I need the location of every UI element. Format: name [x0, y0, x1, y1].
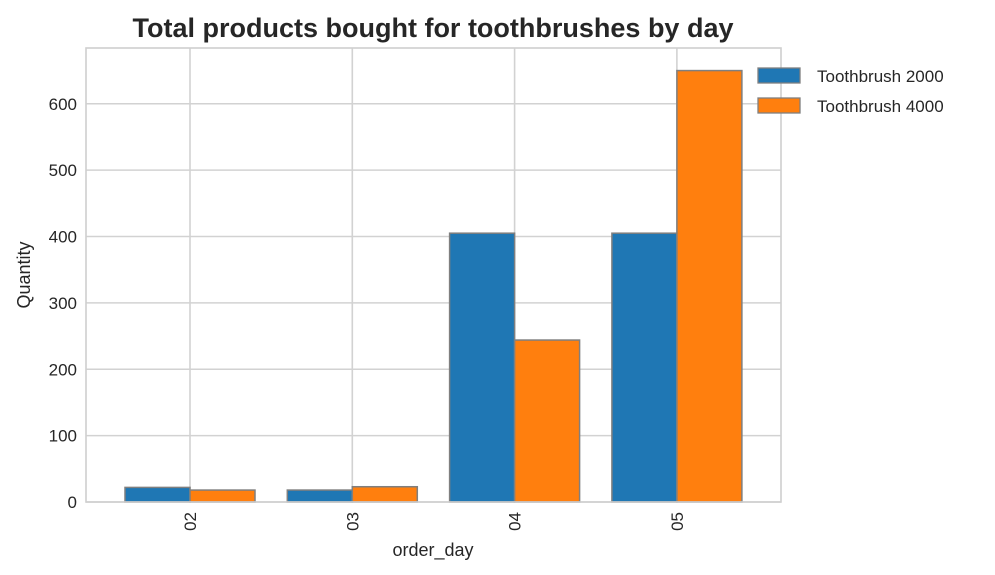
bar-toothbrush-2000-05	[611, 232, 678, 503]
x-tick-label: 04	[506, 512, 525, 531]
x-tick-label: 02	[181, 512, 200, 531]
y-tick-label: 600	[49, 95, 77, 114]
bar-toothbrush-2000-04	[448, 232, 516, 503]
legend-swatch	[757, 97, 801, 114]
legend: Toothbrush 2000 Toothbrush 4000	[757, 67, 944, 116]
x-tick-label: 03	[343, 512, 362, 531]
bar-toothbrush-4000-03	[351, 485, 419, 503]
bar-toothbrush-2000-02	[124, 486, 191, 503]
y-tick-label: 100	[49, 427, 77, 446]
y-axis-label: Quantity	[14, 241, 34, 308]
legend-label: Toothbrush 4000	[817, 97, 944, 116]
x-tick-label: 05	[668, 512, 687, 531]
x-axis-label: order_day	[392, 540, 473, 561]
bar-toothbrush-2000-03	[286, 489, 354, 503]
y-tick-label: 0	[68, 493, 77, 512]
y-axis-ticks: 0 100 200 300 400 500 600	[49, 95, 77, 512]
y-tick-label: 400	[49, 228, 77, 247]
y-tick-label: 500	[49, 161, 77, 180]
legend-swatch	[757, 67, 801, 84]
bars	[124, 69, 743, 503]
bar-toothbrush-4000-02	[189, 489, 256, 503]
bar-toothbrush-4000-05	[676, 69, 743, 503]
bar-toothbrush-4000-04	[513, 339, 581, 503]
y-tick-label: 300	[49, 294, 77, 313]
chart-title: Total products bought for toothbrushes b…	[133, 13, 734, 43]
x-axis-ticks: 02 03 04 05	[181, 512, 687, 531]
legend-label: Toothbrush 2000	[817, 67, 944, 86]
y-tick-label: 200	[49, 360, 77, 379]
plot-frame	[85, 47, 782, 503]
